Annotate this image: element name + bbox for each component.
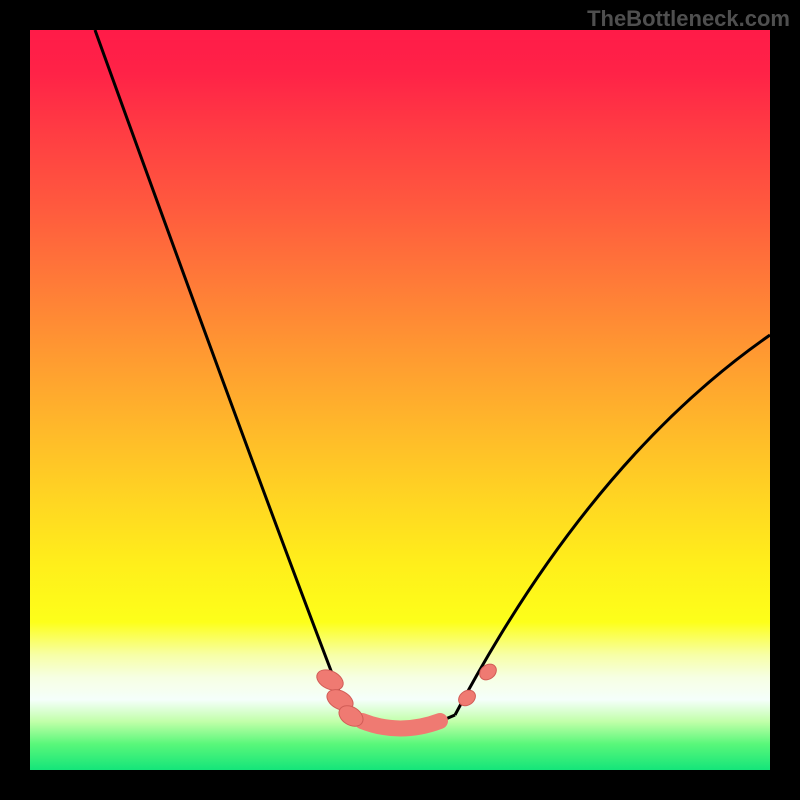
marker-band	[362, 721, 440, 729]
chart-frame: TheBottleneck.com	[0, 0, 800, 800]
chart-svg	[0, 0, 800, 800]
watermark-text: TheBottleneck.com	[587, 6, 790, 32]
gradient-background	[30, 30, 770, 770]
